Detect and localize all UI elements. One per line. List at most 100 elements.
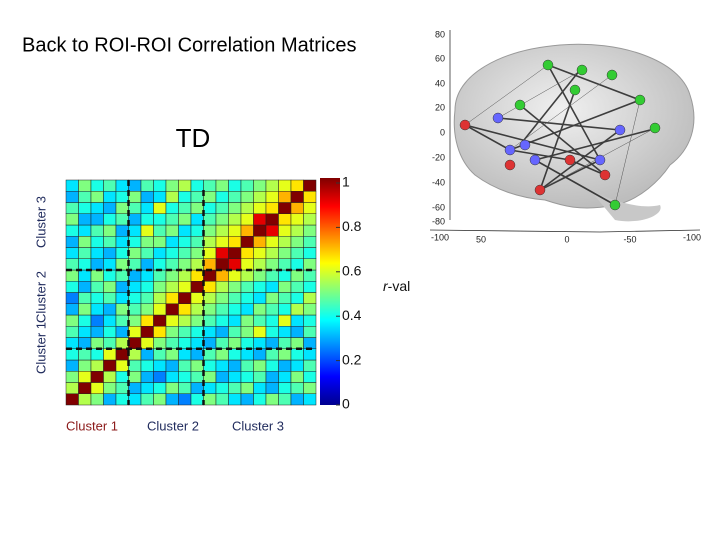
colorbar bbox=[320, 178, 340, 405]
edge bbox=[539, 129, 621, 191]
heatmap-cell bbox=[253, 224, 267, 237]
heatmap-cell bbox=[103, 303, 117, 316]
heatmap-cell bbox=[128, 202, 142, 214]
heatmap-cell bbox=[178, 382, 192, 394]
heatmap-cell bbox=[215, 326, 229, 338]
heatmap-cell bbox=[115, 224, 129, 237]
heatmap-cell bbox=[103, 213, 117, 226]
heatmap-cell bbox=[115, 281, 129, 293]
heatmap-cell bbox=[215, 292, 229, 304]
heatmap-cell bbox=[65, 292, 79, 304]
heatmap-cell bbox=[128, 281, 142, 293]
heatmap-cell bbox=[215, 258, 229, 271]
heatmap-cell bbox=[115, 314, 129, 327]
heatmap-cell bbox=[290, 281, 304, 293]
xy-tick-label: -100 bbox=[431, 232, 449, 242]
y-cluster-label: Cluster 2 bbox=[33, 271, 48, 323]
heatmap-cell bbox=[203, 393, 217, 406]
heatmap-cell bbox=[228, 314, 242, 327]
heatmap-cell bbox=[290, 326, 304, 338]
heatmap-cell bbox=[278, 314, 292, 327]
heatmap-cell bbox=[65, 179, 79, 192]
heatmap-cell bbox=[78, 326, 92, 338]
cerebellum bbox=[590, 190, 661, 222]
heatmap-cell bbox=[103, 224, 117, 237]
heatmap-cell bbox=[178, 258, 192, 271]
heatmap-cell bbox=[265, 292, 279, 304]
heatmap-cell bbox=[153, 191, 167, 203]
heatmap bbox=[65, 179, 317, 406]
heatmap-cell bbox=[115, 371, 129, 383]
heatmap-cell bbox=[128, 359, 142, 372]
heatmap-cell bbox=[228, 326, 242, 338]
heatmap-cell bbox=[240, 281, 254, 293]
heatmap-cell bbox=[203, 258, 217, 271]
node bbox=[599, 169, 611, 181]
heatmap-cell bbox=[190, 281, 204, 293]
edge bbox=[497, 117, 621, 131]
heatmap-cell bbox=[278, 371, 292, 383]
colorbar-tick-label: 0.2 bbox=[342, 351, 362, 367]
heatmap-cell bbox=[165, 326, 179, 338]
heatmap-cell bbox=[253, 179, 267, 192]
heatmap-cell bbox=[165, 314, 179, 327]
xy-tick-label: 0 bbox=[564, 234, 569, 244]
heatmap-cell bbox=[278, 258, 292, 271]
node bbox=[634, 94, 646, 106]
heatmap-cell bbox=[165, 213, 179, 226]
heatmap-cell bbox=[115, 247, 129, 259]
heatmap-cell bbox=[128, 382, 142, 394]
heatmap-cell bbox=[178, 269, 192, 282]
heatmap-cell bbox=[90, 359, 104, 372]
heatmap-cell bbox=[228, 337, 242, 349]
heatmap-cell bbox=[253, 213, 267, 226]
heatmap-cell bbox=[90, 281, 104, 293]
heatmap-cell bbox=[215, 281, 229, 293]
heatmap-cell bbox=[190, 382, 204, 394]
heatmap-cell bbox=[65, 382, 79, 394]
heatmap-cell bbox=[178, 281, 192, 293]
heatmap-cell bbox=[115, 337, 129, 349]
heatmap-cell bbox=[228, 269, 242, 282]
heatmap-cell bbox=[153, 337, 167, 349]
heatmap-cell bbox=[65, 393, 79, 406]
x-cluster-label: Cluster 2 bbox=[147, 418, 199, 433]
heatmap-cell bbox=[128, 179, 142, 192]
heatmap-cell bbox=[128, 236, 142, 248]
heatmap-cell bbox=[253, 292, 267, 304]
heatmap-cell bbox=[203, 382, 217, 394]
heatmap-cell bbox=[115, 292, 129, 304]
panel-title: TD bbox=[176, 123, 211, 153]
heatmap-cell bbox=[278, 281, 292, 293]
heatmap-cell bbox=[165, 179, 179, 192]
heatmap-cell bbox=[190, 224, 204, 237]
heatmap-cell bbox=[65, 314, 79, 327]
heatmap-cell bbox=[128, 371, 142, 383]
heatmap-cell bbox=[153, 382, 167, 394]
heatmap-cell bbox=[90, 382, 104, 394]
heatmap-cell bbox=[65, 303, 79, 316]
heatmap-cell bbox=[103, 348, 117, 361]
heatmap-cell bbox=[290, 393, 304, 406]
heatmap-cell bbox=[253, 236, 267, 248]
heatmap-cell bbox=[303, 371, 317, 383]
heatmap-cell bbox=[140, 393, 154, 406]
heatmap-cell bbox=[278, 292, 292, 304]
heatmap-cell bbox=[140, 191, 154, 203]
heatmap-cell bbox=[303, 191, 317, 203]
heatmap-cell bbox=[303, 382, 317, 394]
heatmap-cell bbox=[140, 202, 154, 214]
heatmap-cell bbox=[228, 359, 242, 372]
heatmap-cell bbox=[228, 213, 242, 226]
heatmap-cell bbox=[128, 191, 142, 203]
heatmap-cell bbox=[178, 337, 192, 349]
heatmap-cell bbox=[140, 179, 154, 192]
node bbox=[519, 139, 531, 151]
heatmap-cell bbox=[278, 191, 292, 203]
heatmap-cell bbox=[65, 281, 79, 293]
heatmap-cell bbox=[65, 337, 79, 349]
heatmap-cell bbox=[153, 224, 167, 237]
heatmap-cell bbox=[203, 191, 217, 203]
heatmap-cell bbox=[153, 213, 167, 226]
